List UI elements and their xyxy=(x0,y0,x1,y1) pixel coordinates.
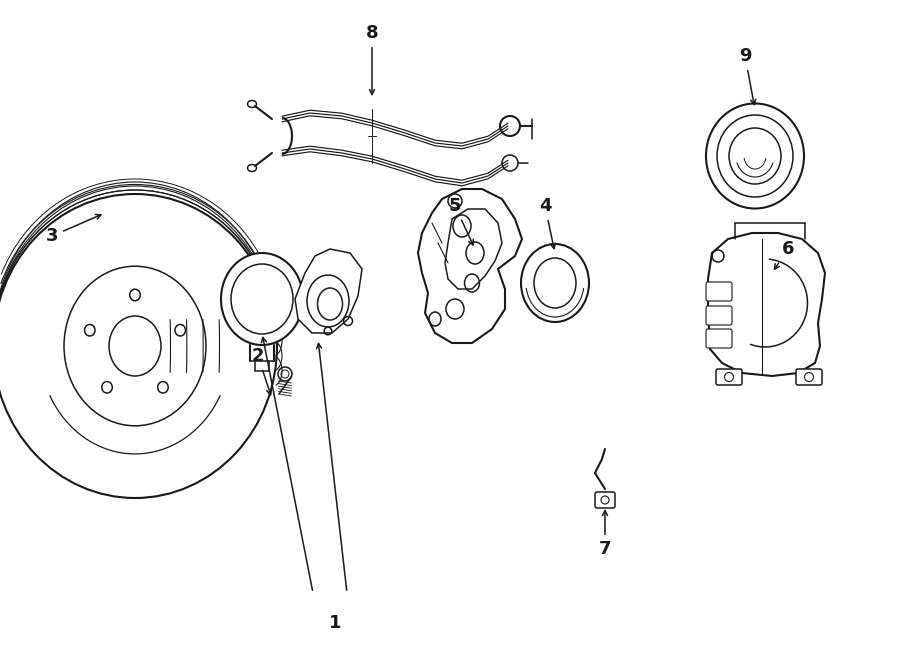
Text: 3: 3 xyxy=(46,214,101,245)
Ellipse shape xyxy=(534,258,576,308)
Ellipse shape xyxy=(175,325,185,336)
Ellipse shape xyxy=(0,194,277,498)
FancyBboxPatch shape xyxy=(796,369,822,385)
Ellipse shape xyxy=(130,290,140,301)
Text: 9: 9 xyxy=(739,47,756,104)
Text: 2: 2 xyxy=(252,347,272,395)
Polygon shape xyxy=(295,249,362,333)
Ellipse shape xyxy=(64,266,206,426)
Text: 5: 5 xyxy=(449,197,473,245)
Ellipse shape xyxy=(158,381,168,393)
Text: 8: 8 xyxy=(365,24,378,95)
Polygon shape xyxy=(445,209,502,289)
Ellipse shape xyxy=(706,104,804,208)
Text: 6: 6 xyxy=(775,240,794,269)
Ellipse shape xyxy=(85,325,95,336)
Text: 1: 1 xyxy=(328,614,341,632)
Text: 4: 4 xyxy=(539,197,555,249)
Ellipse shape xyxy=(102,381,112,393)
Polygon shape xyxy=(708,233,825,376)
FancyBboxPatch shape xyxy=(706,329,732,348)
Ellipse shape xyxy=(221,253,303,345)
FancyBboxPatch shape xyxy=(706,306,732,325)
Text: 7: 7 xyxy=(598,510,611,558)
FancyBboxPatch shape xyxy=(706,282,732,301)
FancyBboxPatch shape xyxy=(595,492,615,508)
FancyBboxPatch shape xyxy=(716,369,742,385)
Ellipse shape xyxy=(521,244,589,322)
Polygon shape xyxy=(418,189,522,343)
